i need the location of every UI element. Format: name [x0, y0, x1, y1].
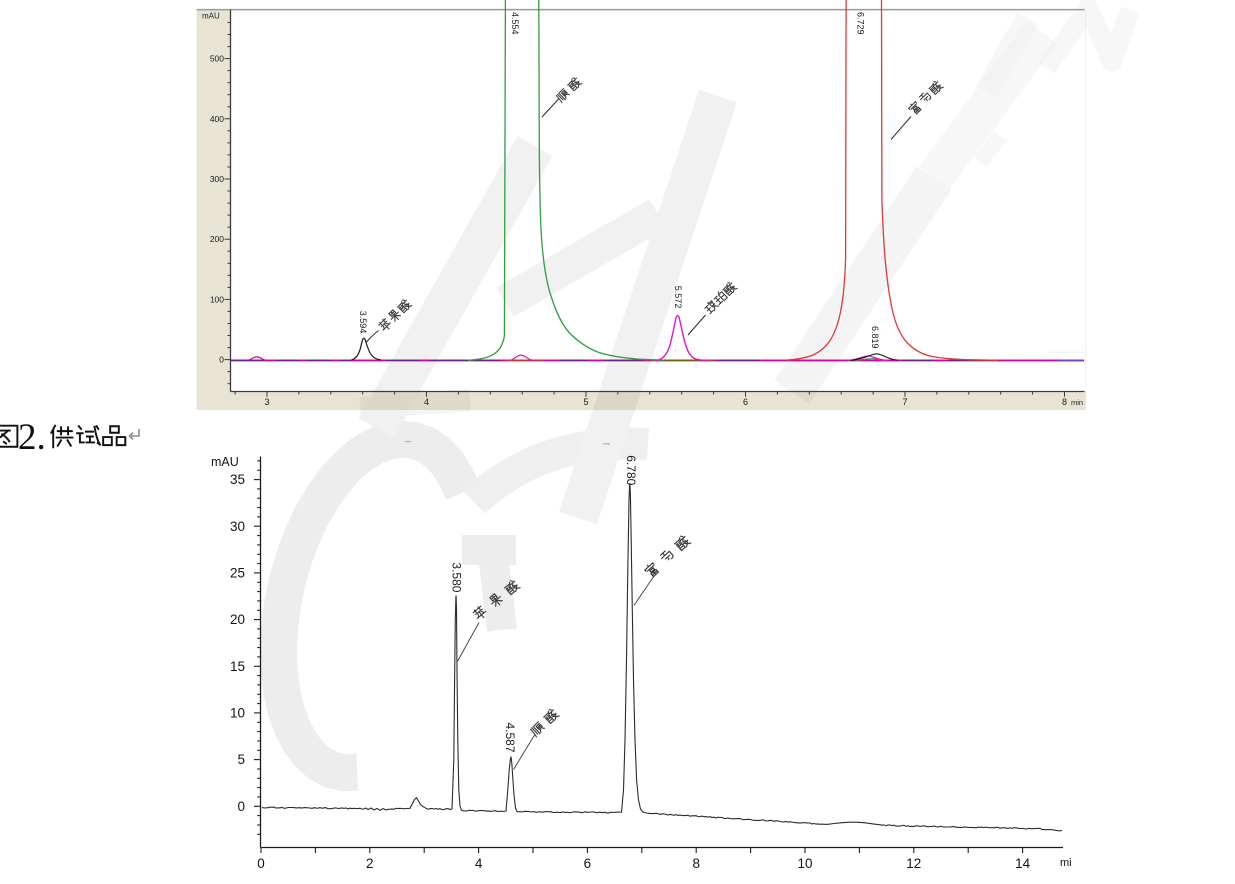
svg-text:25: 25	[230, 565, 245, 580]
svg-text:8: 8	[1062, 397, 1067, 407]
svg-text:mAU: mAU	[211, 455, 239, 469]
svg-text:300: 300	[210, 174, 224, 184]
svg-text:3: 3	[264, 397, 269, 407]
svg-text:10: 10	[230, 705, 245, 720]
svg-text:2.: 2.	[18, 417, 46, 458]
svg-text:12: 12	[906, 856, 921, 871]
svg-text:4.554: 4.554	[510, 12, 520, 35]
svg-text:0: 0	[257, 856, 265, 871]
svg-text:14: 14	[1015, 856, 1031, 871]
svg-text:4.587: 4.587	[503, 723, 517, 753]
svg-text:2: 2	[366, 856, 374, 871]
svg-text:15: 15	[230, 659, 245, 674]
svg-text:20: 20	[230, 612, 245, 627]
svg-text:6: 6	[584, 856, 592, 871]
svg-text:6.780: 6.780	[624, 455, 638, 485]
svg-text:8: 8	[692, 856, 700, 871]
svg-text:100: 100	[210, 294, 224, 304]
svg-text:0: 0	[237, 799, 245, 814]
svg-text:3.580: 3.580	[450, 562, 464, 592]
svg-text:6: 6	[743, 397, 748, 407]
svg-text:5: 5	[583, 397, 588, 407]
svg-text:6.729: 6.729	[856, 12, 866, 35]
svg-text:mAU: mAU	[202, 12, 220, 21]
svg-text:400: 400	[210, 114, 224, 124]
svg-text:0: 0	[219, 355, 224, 365]
svg-text:30: 30	[230, 519, 245, 534]
svg-text:7: 7	[902, 397, 907, 407]
svg-text:4: 4	[475, 856, 483, 871]
svg-text:500: 500	[210, 54, 224, 64]
svg-text:min: min	[1071, 398, 1083, 407]
svg-text:5.572: 5.572	[673, 286, 683, 309]
svg-text:200: 200	[210, 234, 224, 244]
svg-text:mi: mi	[1060, 857, 1072, 869]
svg-text:6.819: 6.819	[870, 326, 880, 349]
svg-text:5: 5	[237, 752, 245, 767]
svg-text:3.594: 3.594	[358, 311, 368, 334]
svg-text:35: 35	[230, 472, 245, 487]
svg-text:10: 10	[797, 856, 812, 871]
svg-text:4: 4	[424, 397, 429, 407]
